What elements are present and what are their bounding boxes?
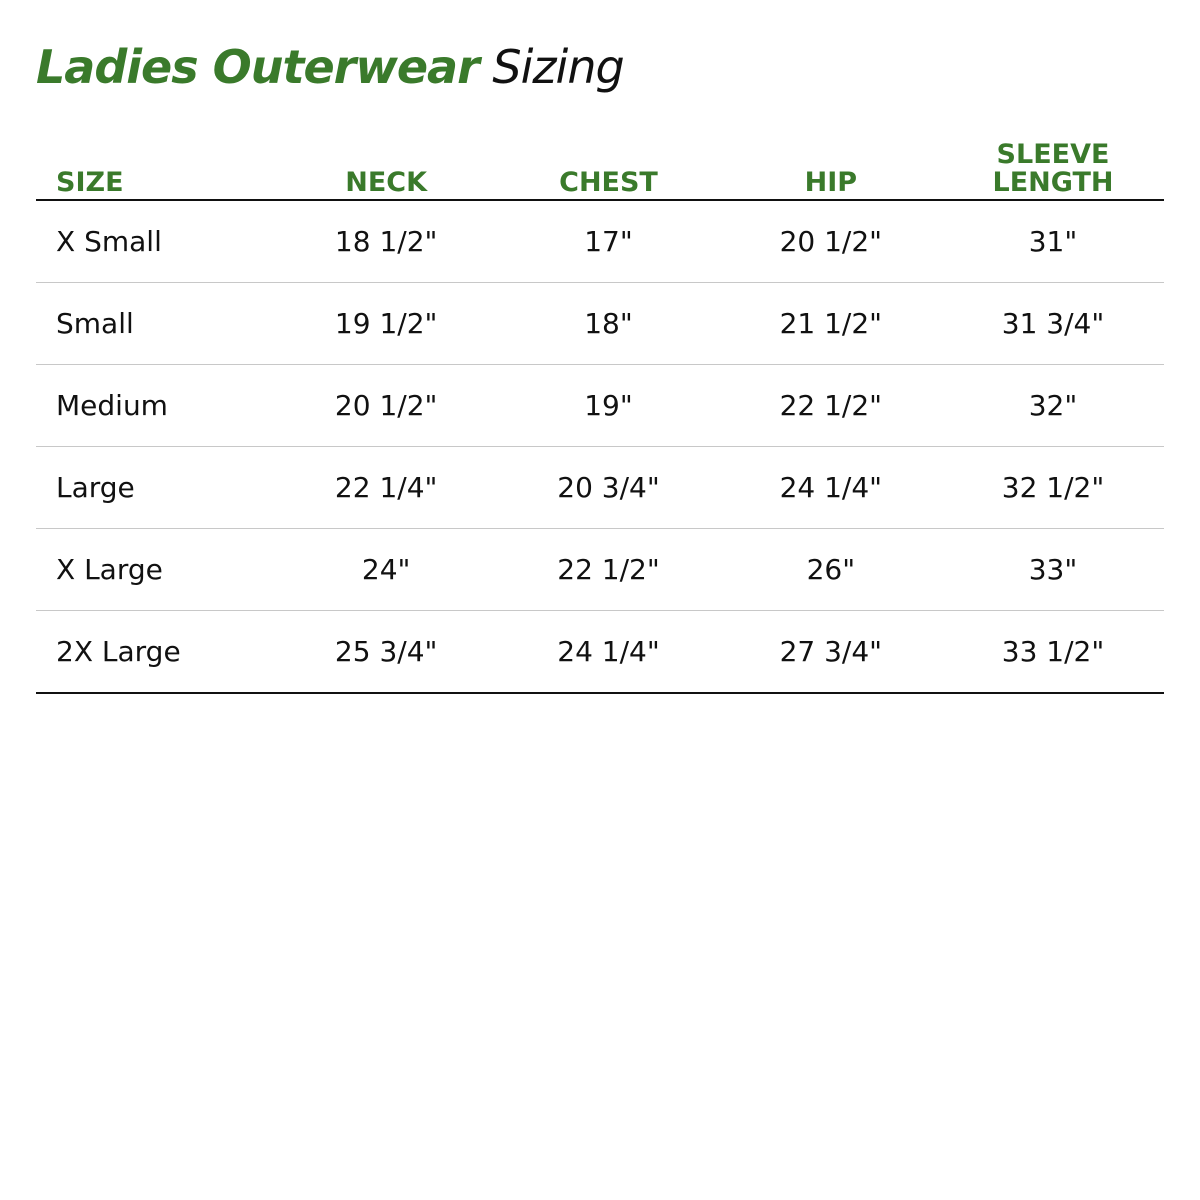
cell-neck: 25 3/4" (275, 610, 498, 694)
cell-size: Small (36, 282, 275, 365)
cell-sleeve-length: 31 3/4" (942, 282, 1164, 365)
table-row: X Large 24" 22 1/2" 26" 33" (36, 528, 1164, 611)
title-bold: Ladies Outerwear (36, 40, 480, 94)
header-neck: NECK (275, 128, 498, 201)
table-row: Medium 20 1/2" 19" 22 1/2" 32" (36, 364, 1164, 447)
cell-hip: 21 1/2" (719, 282, 942, 365)
header-chest: CHEST (497, 128, 720, 201)
cell-size: X Small (36, 200, 275, 283)
cell-chest: 22 1/2" (497, 528, 720, 611)
cell-neck: 20 1/2" (275, 364, 498, 447)
table-row: Large 22 1/4" 20 3/4" 24 1/4" 32 1/2" (36, 446, 1164, 529)
cell-neck: 19 1/2" (275, 282, 498, 365)
cell-size: Medium (36, 364, 275, 447)
cell-hip: 22 1/2" (719, 364, 942, 447)
cell-sleeve-length: 31" (942, 200, 1164, 283)
cell-neck: 18 1/2" (275, 200, 498, 283)
table-row: 2X Large 25 3/4" 24 1/4" 27 3/4" 33 1/2" (36, 610, 1164, 694)
cell-neck: 24" (275, 528, 498, 611)
cell-size: X Large (36, 528, 275, 611)
title-rest: Sizing (492, 40, 624, 94)
header-row: SIZE NECK CHEST HIP SLEEVE LENGTH (36, 128, 1164, 201)
page-title: Ladies Outerwear Sizing (36, 40, 625, 94)
cell-chest: 17" (497, 200, 720, 283)
cell-sleeve-length: 32 1/2" (942, 446, 1164, 529)
cell-hip: 26" (719, 528, 942, 611)
header-hip: HIP (719, 128, 942, 201)
sizing-table: SIZE NECK CHEST HIP SLEEVE LENGTH X Smal… (36, 128, 1164, 694)
cell-sleeve-length: 33" (942, 528, 1164, 611)
cell-chest: 24 1/4" (497, 610, 720, 694)
table-row: Small 19 1/2" 18" 21 1/2" 31 3/4" (36, 282, 1164, 365)
table-row: X Small 18 1/2" 17" 20 1/2" 31" (36, 200, 1164, 283)
cell-chest: 18" (497, 282, 720, 365)
cell-hip: 27 3/4" (719, 610, 942, 694)
header-sleeve-length: SLEEVE LENGTH (942, 128, 1164, 201)
cell-sleeve-length: 32" (942, 364, 1164, 447)
cell-chest: 20 3/4" (497, 446, 720, 529)
cell-hip: 20 1/2" (719, 200, 942, 283)
cell-hip: 24 1/4" (719, 446, 942, 529)
cell-chest: 19" (497, 364, 720, 447)
cell-size: 2X Large (36, 610, 275, 694)
cell-sleeve-length: 33 1/2" (942, 610, 1164, 694)
header-size: SIZE (36, 128, 275, 201)
cell-neck: 22 1/4" (275, 446, 498, 529)
cell-size: Large (36, 446, 275, 529)
